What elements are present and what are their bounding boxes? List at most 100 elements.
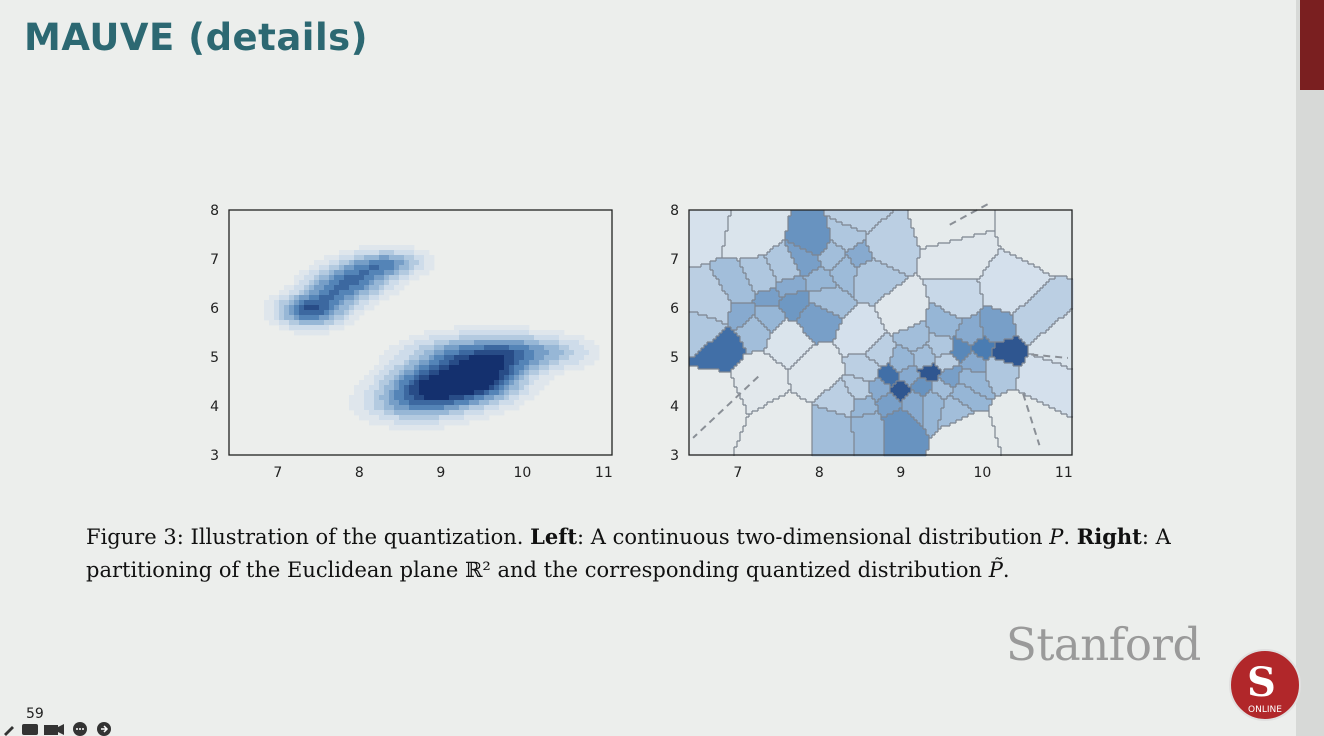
density-cell — [329, 325, 335, 331]
density-cell — [409, 250, 415, 256]
density-cell — [384, 290, 390, 296]
density-cell — [404, 370, 410, 376]
density-cell — [309, 315, 315, 321]
voronoi-cell-fill — [830, 228, 858, 232]
density-cell — [449, 360, 455, 366]
voronoi-cell-fill — [914, 228, 996, 232]
voronoi-cell-fill — [968, 354, 978, 358]
density-cell — [324, 275, 330, 281]
density-cell — [484, 355, 490, 361]
voronoi-cell-fill — [938, 393, 951, 397]
more-icon[interactable] — [73, 722, 87, 736]
density-cell — [439, 345, 445, 351]
density-cell — [344, 305, 350, 311]
density-cell — [309, 275, 315, 281]
pen-icon[interactable] — [4, 726, 14, 736]
density-cell — [574, 350, 580, 356]
voronoi-cell-fill — [956, 420, 993, 424]
voronoi-cell-fill — [917, 420, 924, 424]
voronoi-cell-fill — [917, 237, 963, 241]
density-cell — [374, 390, 380, 396]
voronoi-cell-fill — [1043, 270, 1074, 274]
density-cell — [389, 280, 395, 286]
density-cell — [479, 375, 485, 381]
voronoi-cell-fill — [848, 354, 867, 358]
voronoi-cell-fill — [920, 393, 927, 397]
voronoi-cell-fill — [689, 369, 720, 373]
density-cell — [329, 275, 335, 281]
voronoi-cell-fill — [995, 213, 1074, 217]
density-cell — [539, 340, 545, 346]
voronoi-cell-fill — [941, 408, 972, 412]
density-cell — [434, 385, 440, 391]
voronoi-cell-fill — [809, 297, 855, 301]
voronoi-cell-fill — [914, 357, 936, 361]
voronoi-cell-fill — [782, 309, 804, 313]
voronoi-cell-fill — [809, 294, 852, 298]
voronoi-cell-fill — [791, 210, 825, 214]
voronoi-cell-fill — [689, 312, 699, 316]
density-cell — [529, 340, 535, 346]
voronoi-cell-fill — [890, 213, 909, 217]
closed-caption-icon[interactable] — [22, 724, 38, 735]
next-icon[interactable] — [97, 722, 111, 736]
voronoi-cell-fill — [689, 216, 729, 220]
density-cell — [469, 355, 475, 361]
density-cell — [444, 350, 450, 356]
density-cell — [554, 360, 560, 366]
density-cell — [384, 245, 390, 251]
density-cell — [469, 410, 475, 416]
voronoi-cell-fill — [851, 411, 876, 415]
density-cell — [304, 300, 310, 306]
voronoi-cell-fill — [740, 396, 780, 400]
voronoi-cell-fill — [812, 417, 852, 421]
density-cell — [334, 295, 340, 301]
density-cell — [309, 325, 315, 331]
voronoi-cell-fill — [773, 399, 807, 403]
density-cell — [524, 395, 530, 401]
density-cell — [404, 250, 410, 256]
camera-icon[interactable] — [44, 724, 64, 735]
density-cell — [409, 425, 415, 431]
density-cell — [529, 385, 535, 391]
voronoi-cell-fill — [944, 399, 960, 403]
density-cell — [524, 365, 530, 371]
voronoi-cell-fill — [734, 330, 771, 334]
density-cell — [389, 290, 395, 296]
density-cell — [469, 330, 475, 336]
density-cell — [489, 405, 495, 411]
voronoi-cell-fill — [728, 321, 747, 325]
density-cell — [454, 345, 460, 351]
voronoi-cell-fill — [872, 255, 921, 259]
voronoi-cell-fill — [869, 381, 885, 385]
voronoi-cell-fill — [986, 267, 1041, 271]
density-cell — [309, 270, 315, 276]
density-cell — [349, 250, 355, 256]
density-cell — [454, 370, 460, 376]
voronoi-cell-fill — [914, 417, 924, 421]
density-cell — [384, 255, 390, 261]
voronoi-cell-fill — [689, 390, 738, 394]
density-cell — [429, 265, 435, 271]
density-cell — [449, 405, 455, 411]
density-cell — [389, 350, 395, 356]
right-y-tick-label: 6 — [670, 301, 679, 317]
density-cell — [519, 345, 525, 351]
voronoi-cell-fill — [800, 273, 810, 277]
density-cell — [474, 335, 480, 341]
density-cell — [319, 280, 325, 286]
density-cell — [539, 335, 545, 341]
voronoi-cell-fill — [812, 408, 828, 412]
voronoi-cell-fill — [1016, 378, 1074, 382]
voronoi-cell-fill — [923, 405, 945, 409]
voronoi-cell-fill — [812, 270, 831, 274]
density-cell — [394, 390, 400, 396]
voronoi-cell-fill — [758, 291, 780, 295]
density-cell — [424, 255, 430, 261]
density-cell — [449, 395, 455, 401]
density-cell — [439, 355, 445, 361]
density-cell — [524, 375, 530, 381]
voronoi-cell-fill — [890, 333, 894, 337]
density-cell — [274, 295, 280, 301]
